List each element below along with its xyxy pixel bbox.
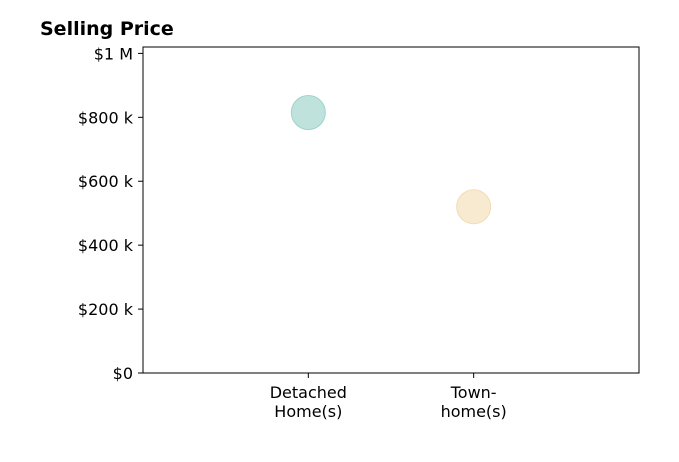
y-tick-label: $0 (113, 364, 133, 383)
x-tick-label-line: Detached (270, 383, 347, 402)
x-tick-label-line: home(s) (441, 402, 507, 421)
data-point (290, 95, 326, 131)
x-tick-label-line: Town- (450, 383, 497, 402)
data-point (456, 189, 492, 225)
x-axis: Detached Home(s) Town-home(s) (270, 373, 507, 421)
y-tick-label: $600 k (78, 172, 134, 191)
x-tick-label: Town-home(s) (441, 383, 507, 421)
plot-frame (142, 46, 640, 374)
y-tick-label: $1 M (94, 44, 133, 63)
data-points (290, 95, 492, 225)
chart-title: Selling Price (40, 18, 174, 40)
x-tick-label: Detached Home(s) (270, 383, 347, 421)
y-axis: $0 $200 k $400 k $600 k $800 k $1 M (78, 44, 143, 383)
x-tick-label-line: Home(s) (274, 402, 342, 421)
y-tick-label: $200 k (78, 300, 134, 319)
y-tick-label: $800 k (78, 108, 134, 127)
y-tick-label: $400 k (78, 236, 134, 255)
